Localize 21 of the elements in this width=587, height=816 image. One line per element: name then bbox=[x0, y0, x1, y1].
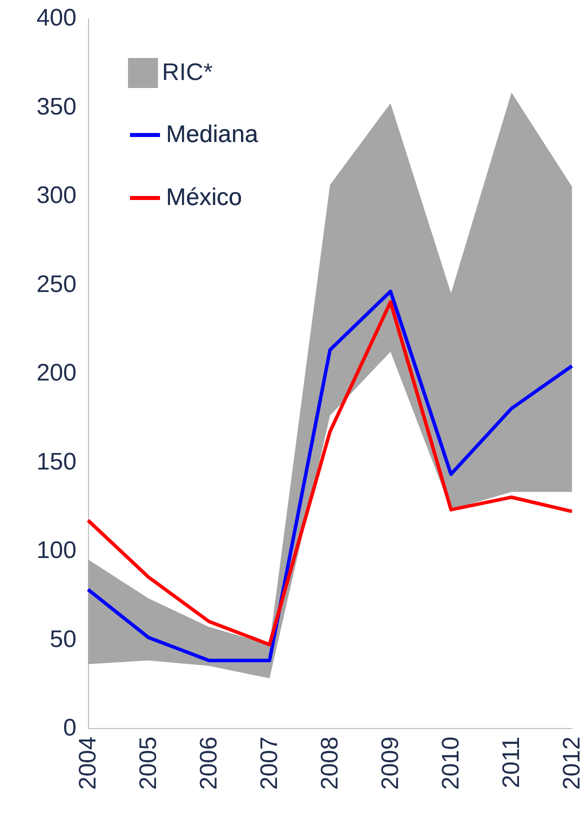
x-tick-label: 2010 bbox=[438, 736, 464, 790]
x-tick-label: 2008 bbox=[316, 736, 344, 790]
y-tick-label: 200 bbox=[36, 360, 76, 386]
legend-label: México bbox=[166, 184, 242, 211]
y-tick-label: 400 bbox=[36, 4, 76, 32]
y-tick-label: 0 bbox=[63, 714, 76, 742]
y-tick-label: 300 bbox=[36, 182, 76, 209]
x-tick-label: 2012 bbox=[558, 736, 586, 790]
y-tick-label: 100 bbox=[36, 537, 76, 564]
x-tick-label: 2007 bbox=[256, 736, 283, 790]
x-tick-label: 2004 bbox=[74, 736, 102, 790]
x-tick-label: 2005 bbox=[135, 736, 162, 790]
x-tick-label: 2011 bbox=[498, 736, 525, 788]
x-tick-label: 2006 bbox=[196, 736, 222, 790]
y-tick-label: 250 bbox=[36, 270, 76, 298]
x-tick-label: 2009 bbox=[377, 736, 404, 790]
y-tick-label: 150 bbox=[36, 448, 76, 476]
y-tick-label: 350 bbox=[36, 93, 76, 120]
annotation: RIC* bbox=[162, 59, 213, 86]
legend-label: Mediana bbox=[166, 121, 259, 148]
y-tick-label: 50 bbox=[50, 626, 76, 653]
